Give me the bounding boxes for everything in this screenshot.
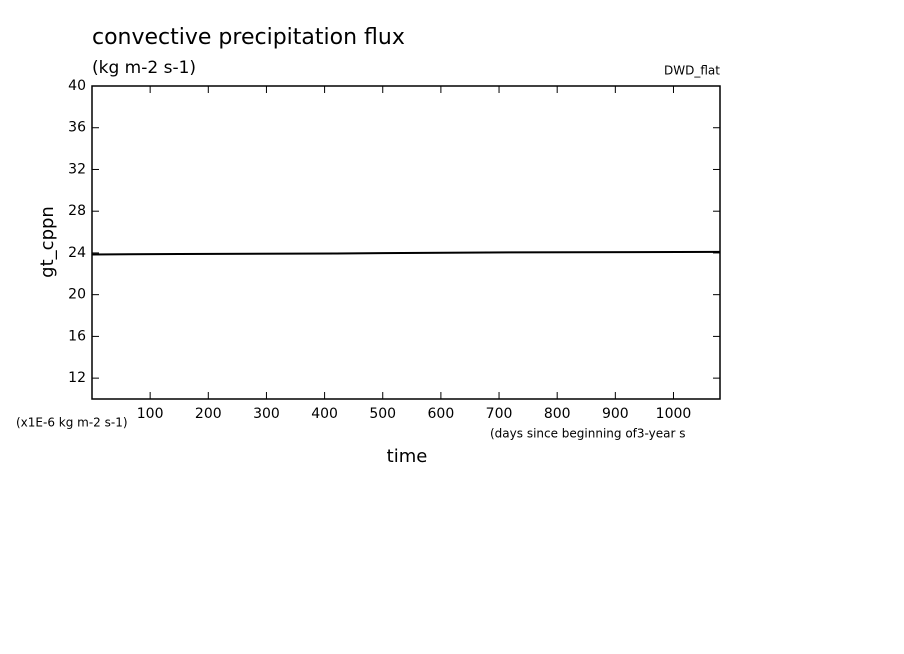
y-unit-note: (x1E-6 kg m-2 s-1)	[16, 416, 128, 430]
x-tick-label: 1000	[656, 406, 692, 422]
x-tick-label: 600	[428, 406, 455, 422]
run-label: DWD_flat	[664, 64, 720, 78]
x-unit-note: (days since beginning of3-year s	[490, 427, 686, 441]
y-tick-label: 16	[68, 328, 86, 344]
y-tick-label: 32	[68, 161, 86, 177]
x-tick-label: 900	[602, 406, 629, 422]
x-tick-label: 100	[137, 406, 164, 422]
y-tick-label: 24	[68, 245, 86, 261]
x-tick-label: 300	[253, 406, 280, 422]
chart-subtitle: (kg m-2 s-1)	[92, 58, 196, 78]
x-tick-label: 500	[369, 406, 396, 422]
data-line	[91, 250, 721, 256]
y-tick-label: 36	[68, 120, 86, 136]
y-tick-label: 20	[68, 287, 86, 303]
y-axis-label: gt_cppn	[37, 206, 58, 278]
y-tick-label: 12	[68, 370, 86, 386]
chart-title: convective precipitation flux	[92, 25, 405, 50]
x-tick-label: 800	[544, 406, 571, 422]
x-tick-label: 200	[195, 406, 222, 422]
x-tick-label: 700	[486, 406, 513, 422]
plot-frame	[91, 85, 721, 400]
x-tick-label: 400	[311, 406, 338, 422]
y-tick-label: 40	[68, 78, 86, 94]
y-tick-label: 28	[68, 203, 86, 219]
x-axis-label: time	[387, 446, 428, 467]
